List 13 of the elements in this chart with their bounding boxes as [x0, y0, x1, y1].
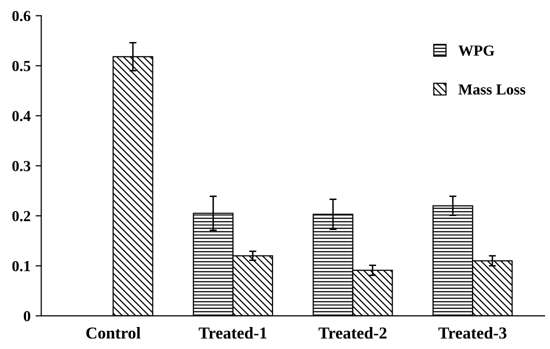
x-tick-label: Control [86, 326, 140, 339]
x-tick-label: Treated-2 [318, 326, 386, 339]
x-tick-label: Treated-1 [198, 326, 267, 339]
x-tick-label: Treated-3 [438, 326, 506, 339]
y-tick-label: 0.1 [12, 260, 30, 272]
y-tick-label: 0.3 [12, 160, 30, 172]
legend-label: WPG [458, 46, 494, 56]
y-tick-label: 0.6 [12, 10, 30, 22]
y-tick-label: 0.2 [12, 210, 30, 222]
y-tick-label: 0 [24, 310, 30, 322]
y-tick-label: 0.4 [12, 110, 31, 122]
legend-label: Mass Loss [458, 84, 526, 95]
y-tick-label: 0.5 [12, 60, 30, 72]
